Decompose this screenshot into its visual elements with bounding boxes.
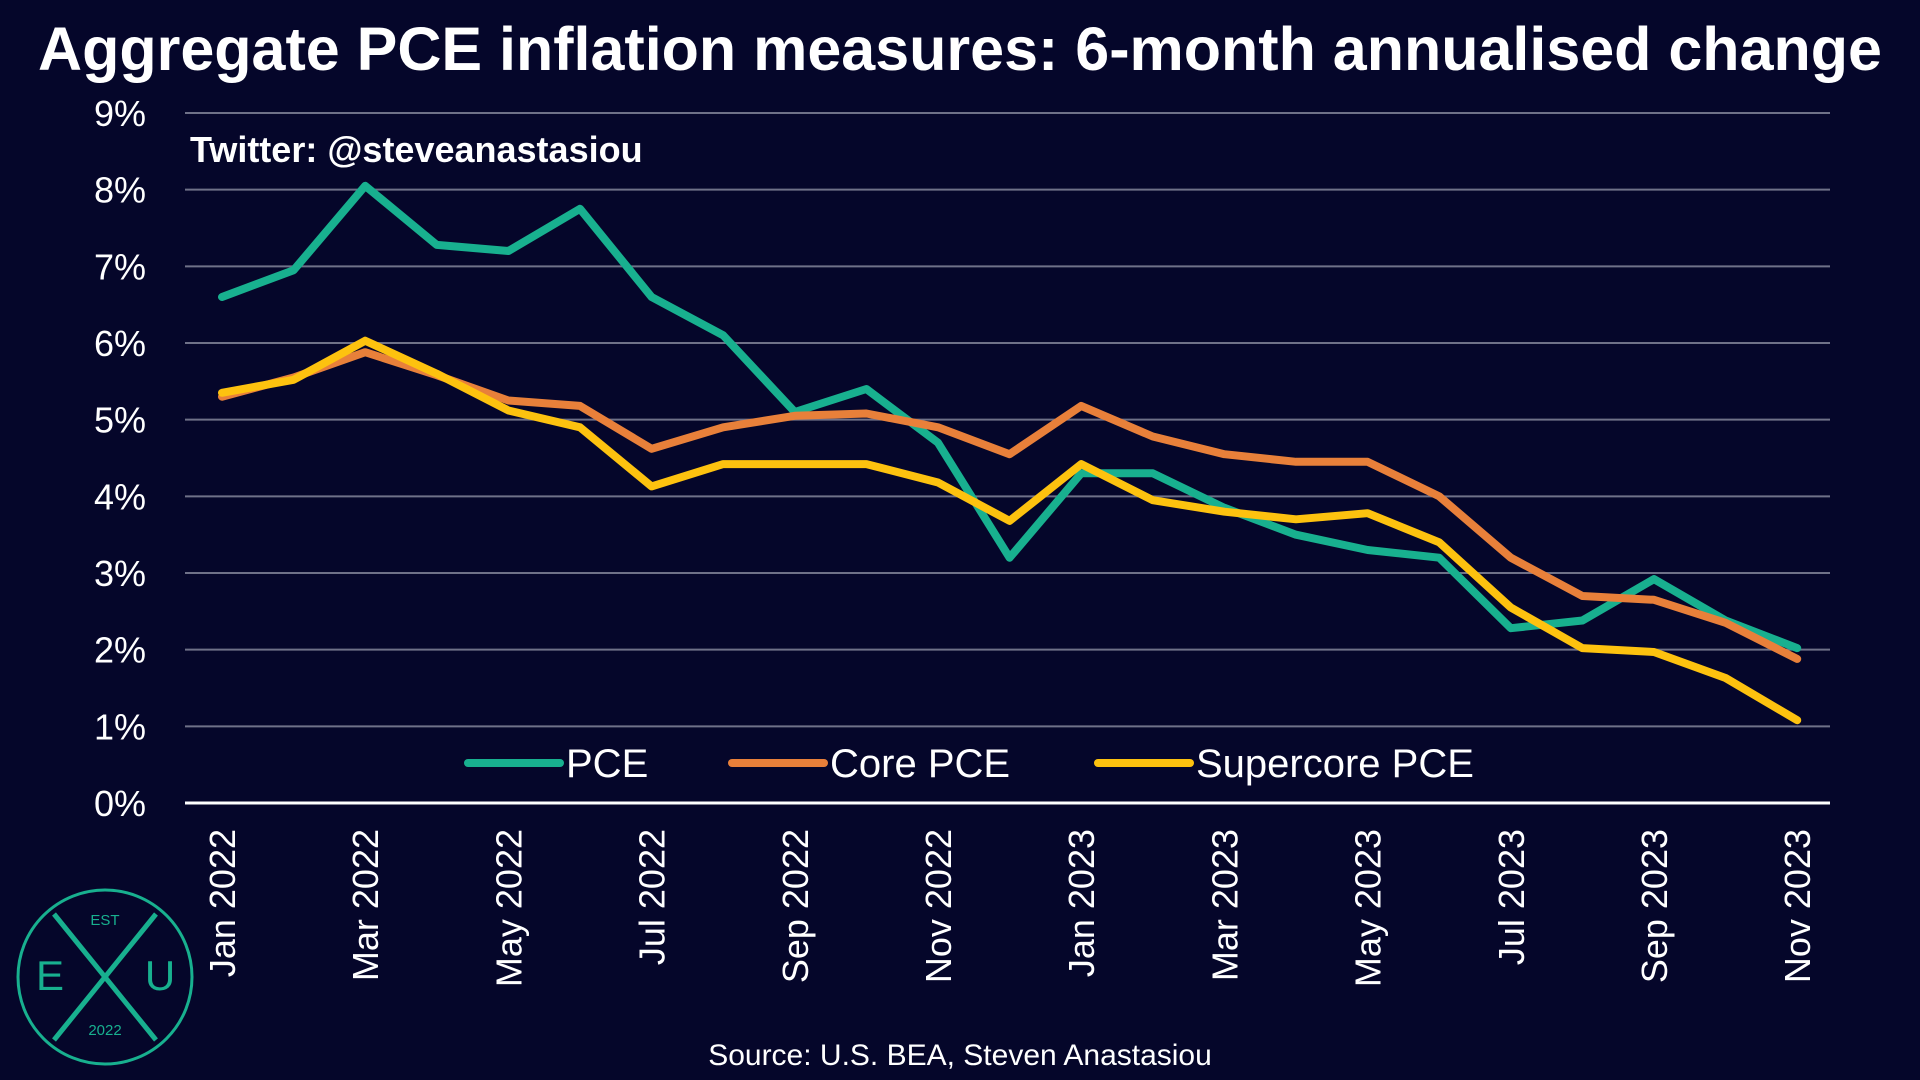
series-line-supercore-pce <box>218 336 1802 725</box>
y-tick-label: 5% <box>94 400 146 441</box>
legend-item: Core PCE <box>728 742 1010 786</box>
x-tick-label: Mar 2022 <box>345 829 386 981</box>
x-tick-label: Sep 2022 <box>775 829 816 983</box>
gridlines <box>185 112 1830 805</box>
y-axis-ticks: 0% 1% 2% 3% 4% 5% 6% 7% 8% 9% <box>94 93 146 824</box>
logo-letter-u: U <box>145 952 175 999</box>
series-line-core-pce <box>218 348 1802 663</box>
logo-circle <box>16 888 194 1066</box>
chart-title: Aggregate PCE inflation measures: 6-mont… <box>38 15 1882 83</box>
logo-letter-e: E <box>36 952 64 999</box>
x-tick-label: Sep 2023 <box>1634 829 1675 983</box>
y-tick-label: 6% <box>94 323 146 364</box>
x-tick-label: Nov 2022 <box>918 829 959 983</box>
series-line-pce <box>218 181 1802 653</box>
source-note: Source: U.S. BEA, Steven Anastasiou <box>708 1039 1212 1072</box>
legend-label: Core PCE <box>830 742 1010 786</box>
exu-logo: EST E U 2022 <box>16 888 194 1066</box>
twitter-credit: Twitter: @steveanastasiou <box>190 129 643 170</box>
y-tick-label: 0% <box>94 783 146 824</box>
logo-est: EST <box>90 912 119 929</box>
y-tick-label: 8% <box>94 170 146 211</box>
x-tick-label: Jul 2023 <box>1491 829 1532 965</box>
x-tick-label: Nov 2023 <box>1777 829 1818 983</box>
x-axis-ticks: Jan 2022 Mar 2022 May 2022 Jul 2022 Sep 2022… <box>202 829 1818 987</box>
x-tick-label: Mar 2023 <box>1204 829 1245 981</box>
logo-year: 2022 <box>88 1022 121 1039</box>
x-tick-label: Jan 2023 <box>1061 829 1102 977</box>
x-tick-label: Jan 2022 <box>202 829 243 977</box>
legend-item: Supercore PCE <box>1094 742 1474 786</box>
x-tick-label: May 2023 <box>1348 829 1389 987</box>
y-tick-label: 2% <box>94 630 146 671</box>
x-tick-label: May 2022 <box>488 829 529 987</box>
y-tick-label: 4% <box>94 476 146 517</box>
y-tick-label: 3% <box>94 553 146 594</box>
y-tick-label: 9% <box>94 93 146 134</box>
series-lines <box>218 181 1802 725</box>
x-tick-label: Jul 2022 <box>632 829 673 965</box>
legend-item: PCE <box>464 742 648 786</box>
logo-cross-stroke <box>52 912 158 1042</box>
legend-label: PCE <box>566 742 648 786</box>
legend-label: Supercore PCE <box>1196 742 1474 786</box>
y-tick-label: 1% <box>94 706 146 747</box>
legend: PCE Core PCE Supercore PCE <box>464 742 1474 786</box>
y-tick-label: 7% <box>94 246 146 287</box>
